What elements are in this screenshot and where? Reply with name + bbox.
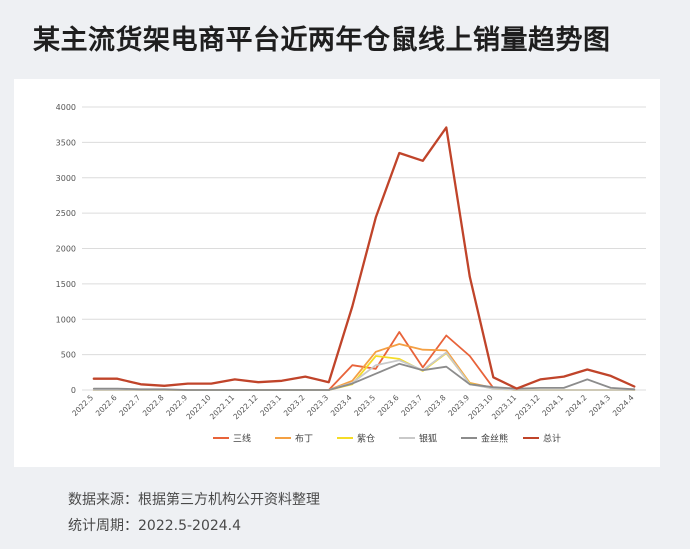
- x-tick-label-1: 2022.6: [94, 393, 119, 418]
- y-tick-label-1: 500: [61, 351, 76, 360]
- legend-label-2: 紫仓: [357, 433, 375, 445]
- x-tick-label-11: 2023.4: [329, 393, 354, 418]
- y-tick-label-0: 0: [71, 386, 76, 395]
- series-line-0: [92, 331, 636, 391]
- x-tick-label-22: 2024.3: [587, 393, 612, 418]
- x-tick-label-19: 2023.12: [513, 393, 541, 421]
- series-line-1: [92, 343, 636, 391]
- y-tick-label-8: 4000: [56, 103, 76, 112]
- y-tick-label-3: 1500: [56, 280, 76, 289]
- x-tick-label-3: 2022.8: [141, 393, 166, 418]
- x-tick-label-0: 2022.5: [70, 393, 95, 418]
- y-tick-label-7: 3500: [56, 138, 76, 147]
- y-tick-label-5: 2500: [56, 209, 76, 218]
- x-tick-label-13: 2023.6: [376, 393, 401, 418]
- x-tick-label-14: 2023.7: [399, 393, 424, 418]
- legend-label-4: 金丝熊: [481, 433, 508, 445]
- chart-card: 0 500 1000 1500 2000 2500 3000 3500 4000 2022.5 20…: [14, 79, 660, 467]
- x-tick-label-10: 2023.3: [305, 393, 330, 418]
- series-line-5: [92, 126, 636, 390]
- x-tick-label-18: 2023.11: [490, 393, 518, 421]
- x-tick-label-21: 2024.2: [564, 393, 589, 418]
- x-tick-label-23: 2024.4: [611, 393, 636, 418]
- period-note: 统计周期：2022.5-2024.4: [68, 518, 242, 534]
- legend-label-1: 布丁: [295, 433, 313, 445]
- series-line-4: [92, 362, 636, 391]
- x-tick-label-2: 2022.7: [117, 393, 142, 418]
- x-tick-label-6: 2022.11: [208, 393, 236, 421]
- y-tick-label-6: 3000: [56, 174, 76, 183]
- y-tick-label-2: 1000: [56, 315, 76, 324]
- x-tick-label-15: 2023.8: [423, 393, 448, 418]
- y-tick-label-4: 2000: [56, 245, 76, 254]
- x-tick-label-17: 2023.10: [466, 393, 494, 421]
- data-source-note: 数据来源：根据第三方机构公开资料整理: [68, 492, 320, 508]
- x-tick-label-20: 2024.1: [540, 393, 565, 418]
- legend-label-0: 三线: [233, 433, 251, 445]
- line-chart: 050010001500200025003000350040002022.520…: [56, 103, 646, 445]
- legend-label-3: 银狐: [419, 433, 437, 445]
- x-tick-label-12: 2023.5: [352, 393, 377, 418]
- x-tick-label-7: 2022.12: [231, 393, 259, 421]
- x-tick-label-8: 2023.1: [258, 393, 283, 418]
- legend-label-5: 总计: [543, 433, 561, 445]
- x-tick-label-5: 2022.10: [184, 393, 212, 421]
- page-title: 某主流货架电商平台近两年仓鼠线上销量趋势图: [33, 25, 611, 56]
- x-tick-label-9: 2023.2: [282, 393, 307, 418]
